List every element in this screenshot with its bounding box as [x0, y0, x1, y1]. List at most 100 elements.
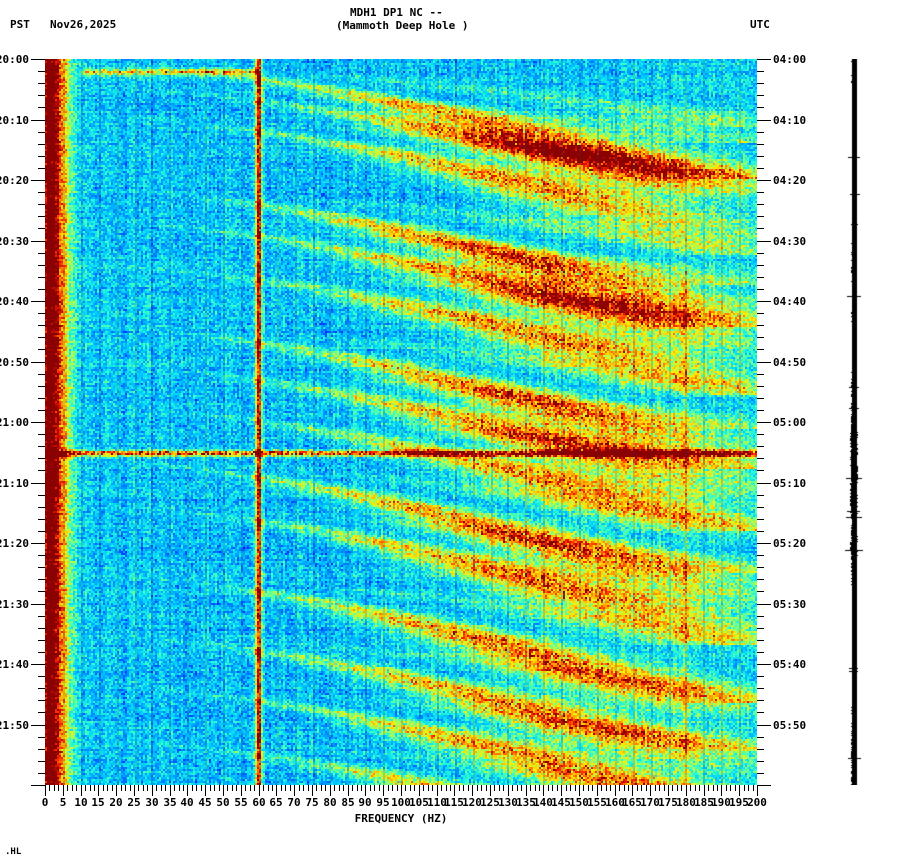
frequency-tick-label: 200 — [747, 796, 767, 809]
tick-mark — [512, 785, 513, 791]
tick-mark — [38, 531, 45, 532]
tick-mark — [592, 785, 593, 791]
tick-mark — [388, 785, 389, 791]
tick-mark — [757, 591, 764, 592]
tick-mark — [757, 313, 764, 314]
header: PST Nov26,2025 MDH1 DP1 NC -- (Mammoth D… — [0, 0, 902, 46]
tick-mark — [49, 785, 50, 791]
tick-mark — [72, 785, 73, 791]
frequency-tick-label: 85 — [341, 796, 355, 809]
tick-mark — [361, 785, 362, 791]
time-tick-label-left: 21:20 — [0, 537, 29, 550]
tick-mark — [757, 71, 764, 72]
tick-mark — [757, 349, 764, 350]
tick-mark — [757, 241, 771, 242]
tick-mark — [459, 785, 460, 791]
tick-mark — [757, 192, 764, 193]
tick-mark — [677, 785, 678, 791]
frequency-tick-label: 145 — [551, 796, 571, 809]
tick-mark — [31, 543, 45, 544]
tick-mark — [477, 785, 478, 791]
frequency-tick-label: 45 — [198, 796, 212, 809]
tick-mark — [597, 785, 598, 796]
tick-mark — [38, 676, 45, 677]
time-tick-label-right: 04:50 — [773, 356, 807, 369]
tick-mark — [223, 785, 224, 796]
tick-mark — [76, 785, 77, 791]
tick-mark — [757, 422, 771, 423]
tick-mark — [38, 144, 45, 145]
tick-mark — [196, 785, 197, 791]
tick-mark — [757, 579, 764, 580]
tick-mark — [38, 761, 45, 762]
tick-mark — [38, 71, 45, 72]
frequency-tick-label: 30 — [145, 796, 159, 809]
tick-mark — [303, 785, 304, 791]
tick-mark — [152, 785, 153, 796]
tick-mark — [94, 785, 95, 791]
tick-mark — [561, 785, 562, 796]
y-axis-labels-pst: 20:00 20:10 20:20 20:30 20:40 20:50 21:00 21:10… — [0, 54, 29, 785]
tick-mark — [423, 785, 424, 791]
time-tick-label-left: 20:50 — [0, 356, 29, 369]
tick-mark — [624, 785, 625, 791]
frequency-tick-label: 165 — [622, 796, 642, 809]
time-tick-label-right: 05:40 — [773, 658, 807, 671]
tick-mark — [38, 107, 45, 108]
tick-mark — [405, 785, 406, 791]
frequency-tick-label: 110 — [427, 796, 447, 809]
tick-mark — [757, 265, 764, 266]
tick-mark — [54, 785, 55, 791]
tick-mark — [517, 785, 518, 791]
tick-mark — [227, 785, 228, 791]
tick-mark — [365, 785, 366, 796]
tick-mark — [38, 374, 45, 375]
tick-mark — [379, 785, 380, 791]
tick-mark — [757, 374, 764, 375]
tick-mark — [566, 785, 567, 791]
tick-mark — [263, 785, 264, 791]
tick-mark — [757, 446, 764, 447]
tick-mark — [615, 785, 616, 796]
tick-mark — [38, 337, 45, 338]
tick-mark — [325, 785, 326, 791]
tick-mark — [147, 785, 148, 791]
tick-mark — [330, 785, 331, 796]
tick-mark — [757, 676, 764, 677]
tick-mark — [268, 785, 269, 791]
tick-mark — [757, 652, 764, 653]
tick-mark — [757, 531, 764, 532]
tick-mark — [757, 785, 771, 786]
tick-mark — [38, 434, 45, 435]
tick-mark — [437, 785, 438, 796]
tick-mark — [81, 785, 82, 796]
tick-mark — [38, 83, 45, 84]
tick-mark — [583, 785, 584, 791]
tick-mark — [757, 337, 764, 338]
tick-mark — [481, 785, 482, 791]
tick-mark — [116, 785, 117, 796]
frequency-tick-label: 160 — [605, 796, 625, 809]
tick-mark — [419, 785, 420, 796]
tick-mark — [757, 132, 764, 133]
tick-mark — [757, 785, 758, 796]
tick-mark — [717, 785, 718, 791]
tick-mark — [757, 749, 764, 750]
tick-mark — [374, 785, 375, 791]
y-axis-ticks-right — [757, 59, 771, 786]
tick-mark — [259, 785, 260, 796]
tick-mark — [38, 132, 45, 133]
tick-mark — [521, 785, 522, 791]
tick-mark — [183, 785, 184, 791]
tick-mark — [757, 95, 764, 96]
tick-mark — [641, 785, 642, 791]
time-tick-label-right: 04:00 — [773, 53, 807, 66]
tick-mark — [757, 640, 764, 641]
tick-mark — [757, 204, 764, 205]
tick-mark — [38, 349, 45, 350]
tick-mark — [548, 785, 549, 791]
tick-mark — [757, 470, 764, 471]
tick-mark — [757, 555, 764, 556]
tick-mark — [134, 785, 135, 796]
tick-mark — [45, 785, 46, 796]
